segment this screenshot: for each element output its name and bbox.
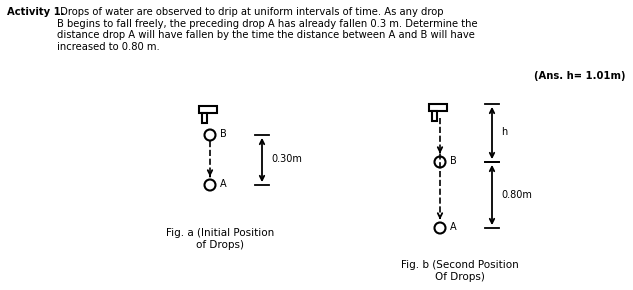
Text: h: h — [501, 127, 507, 137]
Text: Fig. a (Initial Position
of Drops): Fig. a (Initial Position of Drops) — [166, 228, 274, 250]
Text: B: B — [220, 129, 227, 139]
Text: 0.80m: 0.80m — [501, 190, 532, 200]
Text: A: A — [220, 179, 227, 189]
Text: B: B — [450, 156, 457, 166]
Text: Activity 1.: Activity 1. — [7, 7, 65, 17]
Text: Drops of water are observed to drip at uniform intervals of time. As any drop
B : Drops of water are observed to drip at u… — [57, 7, 478, 52]
Bar — [202, 113, 207, 123]
Bar — [429, 104, 447, 111]
Bar — [432, 111, 437, 121]
Text: Fig. b (Second Position
Of Drops): Fig. b (Second Position Of Drops) — [401, 260, 519, 282]
Text: (Ans. h= 1.01m): (Ans. h= 1.01m) — [534, 71, 626, 81]
Bar — [199, 106, 217, 113]
Text: 0.30m: 0.30m — [271, 154, 302, 164]
Text: A: A — [450, 222, 456, 232]
